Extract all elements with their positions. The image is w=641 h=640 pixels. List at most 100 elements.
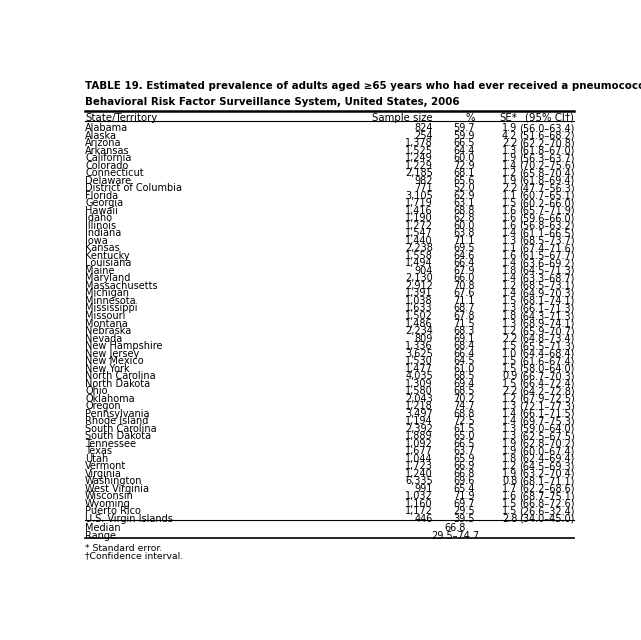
Text: 1.2: 1.2	[502, 326, 517, 336]
Text: 2.2: 2.2	[502, 333, 517, 344]
Text: Connecticut: Connecticut	[85, 168, 144, 178]
Text: North Carolina: North Carolina	[85, 371, 156, 381]
Text: (66.7–70.3): (66.7–70.3)	[519, 371, 574, 381]
Text: (60.2–66.0): (60.2–66.0)	[519, 198, 574, 208]
Text: 2.2: 2.2	[502, 386, 517, 396]
Text: (68.1–71.1): (68.1–71.1)	[519, 476, 574, 486]
Text: 1.5: 1.5	[502, 198, 517, 208]
Text: 824: 824	[414, 123, 433, 133]
Text: 67.9: 67.9	[454, 266, 475, 276]
Text: Hawaii: Hawaii	[85, 206, 118, 216]
Text: 1,032: 1,032	[405, 492, 433, 501]
Text: 1.6: 1.6	[502, 206, 517, 216]
Text: 64.4: 64.4	[454, 146, 475, 156]
Text: 1,677: 1,677	[405, 446, 433, 456]
Text: (64.5–69.3): (64.5–69.3)	[519, 461, 574, 471]
Text: Alabama: Alabama	[85, 123, 128, 133]
Text: (66.1–71.3): (66.1–71.3)	[519, 303, 574, 314]
Text: Wisconsin: Wisconsin	[85, 492, 134, 501]
Text: 2.2: 2.2	[502, 138, 517, 148]
Text: 1,044: 1,044	[405, 454, 433, 464]
Text: 70.2: 70.2	[453, 394, 475, 404]
Text: 63.7: 63.7	[454, 446, 475, 456]
Text: Mississippi: Mississippi	[85, 303, 138, 314]
Text: 69.5: 69.5	[454, 243, 475, 253]
Text: SE*: SE*	[499, 113, 517, 123]
Text: Ohio: Ohio	[85, 386, 108, 396]
Text: 61.5: 61.5	[454, 424, 475, 434]
Text: 68.5: 68.5	[454, 371, 475, 381]
Text: 1.5: 1.5	[502, 506, 517, 516]
Text: 1.4: 1.4	[502, 161, 517, 171]
Text: 1.3: 1.3	[502, 236, 517, 246]
Text: (62.5–67.5): (62.5–67.5)	[519, 431, 574, 441]
Text: 69.7: 69.7	[454, 499, 475, 509]
Text: Maine: Maine	[85, 266, 115, 276]
Text: 71.9: 71.9	[454, 492, 475, 501]
Text: 72.9: 72.9	[453, 161, 475, 171]
Text: 1.5: 1.5	[502, 364, 517, 374]
Text: (65.8–70.4): (65.8–70.4)	[519, 168, 574, 178]
Text: 68.7: 68.7	[454, 303, 475, 314]
Text: 1.3: 1.3	[502, 146, 517, 156]
Text: 65.4: 65.4	[454, 484, 475, 494]
Text: 2,392: 2,392	[405, 424, 433, 434]
Text: Behavioral Risk Factor Surveillance System, United States, 2006: Behavioral Risk Factor Surveillance Syst…	[85, 97, 460, 108]
Text: 1,038: 1,038	[405, 296, 433, 306]
Text: Washington: Washington	[85, 476, 142, 486]
Text: California: California	[85, 153, 131, 163]
Text: (63.2–70.4): (63.2–70.4)	[519, 469, 574, 479]
Text: Median: Median	[85, 523, 121, 533]
Text: 1.0: 1.0	[502, 349, 517, 358]
Text: 66.9: 66.9	[454, 461, 475, 471]
Text: 60.0: 60.0	[454, 153, 475, 163]
Text: 2,043: 2,043	[405, 394, 433, 404]
Text: 1.4: 1.4	[502, 409, 517, 419]
Text: 2,912: 2,912	[405, 281, 433, 291]
Text: (61.5–67.7): (61.5–67.7)	[519, 251, 574, 261]
Text: Michigan: Michigan	[85, 289, 129, 298]
Text: 1,160: 1,160	[405, 499, 433, 509]
Text: 1,719: 1,719	[405, 198, 433, 208]
Text: Range: Range	[85, 531, 116, 541]
Text: 2,185: 2,185	[405, 168, 433, 178]
Text: Oregon: Oregon	[85, 401, 121, 411]
Text: 1,229: 1,229	[405, 161, 433, 171]
Text: Puerto Rico: Puerto Rico	[85, 506, 141, 516]
Text: New Jersey: New Jersey	[85, 349, 139, 358]
Text: 1,494: 1,494	[405, 259, 433, 268]
Text: 3,625: 3,625	[405, 349, 433, 358]
Text: (59.6–66.0): (59.6–66.0)	[519, 213, 574, 223]
Text: 72.5: 72.5	[453, 416, 475, 426]
Text: State/Territory: State/Territory	[85, 113, 157, 123]
Text: (64.3–71.3): (64.3–71.3)	[519, 311, 574, 321]
Text: 1.7: 1.7	[502, 484, 517, 494]
Text: 1,486: 1,486	[405, 319, 433, 328]
Text: Louisiana: Louisiana	[85, 259, 131, 268]
Text: Texas: Texas	[85, 446, 112, 456]
Text: Kentucky: Kentucky	[85, 251, 129, 261]
Text: 68.8: 68.8	[454, 206, 475, 216]
Text: 1,633: 1,633	[405, 303, 433, 314]
Text: 1.4: 1.4	[502, 416, 517, 426]
Text: 1.9: 1.9	[502, 469, 517, 479]
Text: Colorado: Colorado	[85, 161, 128, 171]
Text: (63.3–68.7): (63.3–68.7)	[519, 273, 574, 284]
Text: Arizona: Arizona	[85, 138, 122, 148]
Text: 69.6: 69.6	[454, 476, 475, 486]
Text: 4.2: 4.2	[502, 131, 517, 141]
Text: (70.2–75.6): (70.2–75.6)	[519, 161, 574, 171]
Text: 1.2: 1.2	[502, 461, 517, 471]
Text: 63.1: 63.1	[454, 198, 475, 208]
Text: 904: 904	[415, 266, 433, 276]
Text: 68.4: 68.4	[454, 341, 475, 351]
Text: 2,130: 2,130	[405, 273, 433, 284]
Text: 64.6: 64.6	[454, 251, 475, 261]
Text: (62.2–70.8): (62.2–70.8)	[519, 138, 574, 148]
Text: Florida: Florida	[85, 191, 118, 201]
Text: 2,234: 2,234	[405, 326, 433, 336]
Text: Tennessee: Tennessee	[85, 439, 136, 449]
Text: Vermont: Vermont	[85, 461, 126, 471]
Text: (65.5–71.3): (65.5–71.3)	[519, 341, 574, 351]
Text: 1,530: 1,530	[405, 356, 433, 366]
